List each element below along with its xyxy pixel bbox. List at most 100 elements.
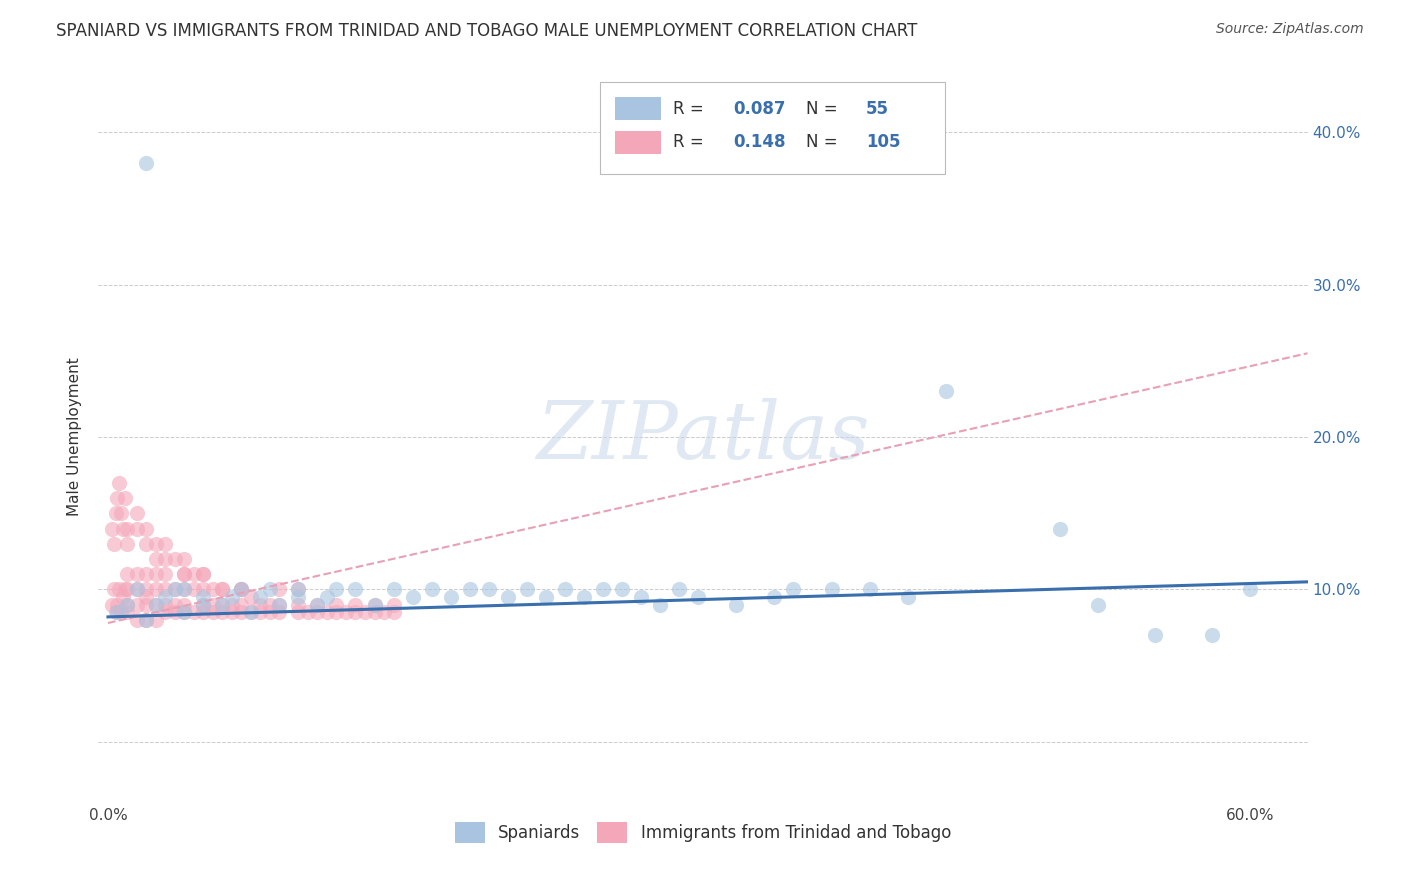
Point — [108, 582, 131, 597]
Point — [114, 491, 136, 505]
Point — [363, 598, 385, 612]
Point — [100, 521, 122, 535]
Point — [287, 590, 309, 604]
Point — [269, 582, 291, 597]
Text: Source: ZipAtlas.com: Source: ZipAtlas.com — [1216, 22, 1364, 37]
Point — [163, 552, 186, 566]
Point — [125, 521, 148, 535]
Text: N =: N = — [806, 100, 842, 118]
Point — [782, 582, 804, 597]
Point — [173, 582, 195, 597]
Point — [114, 582, 136, 597]
Point — [125, 506, 148, 520]
Point — [269, 598, 291, 612]
Point — [440, 590, 463, 604]
Point — [201, 598, 224, 612]
Point — [125, 582, 148, 597]
Point — [191, 605, 214, 619]
Point — [153, 537, 176, 551]
Point — [108, 475, 131, 490]
Point — [259, 582, 281, 597]
Point — [344, 582, 367, 597]
Point — [125, 613, 148, 627]
Point — [163, 582, 186, 597]
Point — [191, 598, 214, 612]
Point — [135, 590, 157, 604]
Point — [191, 567, 214, 582]
Point — [297, 605, 319, 619]
Text: R =: R = — [672, 100, 709, 118]
Point — [259, 598, 281, 612]
Point — [173, 582, 195, 597]
Point — [135, 567, 157, 582]
Point — [173, 598, 195, 612]
Point — [135, 613, 157, 627]
Point — [554, 582, 576, 597]
Point — [221, 598, 243, 612]
Point — [307, 598, 329, 612]
Point — [135, 582, 157, 597]
Point — [231, 582, 253, 597]
Point — [110, 605, 132, 619]
Point — [153, 605, 176, 619]
Point — [104, 605, 127, 619]
Point — [231, 605, 253, 619]
Point — [725, 598, 748, 612]
Point — [287, 598, 309, 612]
Point — [231, 598, 253, 612]
Point — [103, 582, 125, 597]
Point — [688, 590, 710, 604]
Text: 0.087: 0.087 — [734, 100, 786, 118]
Point — [1144, 628, 1167, 642]
Point — [103, 537, 125, 551]
Point — [897, 590, 920, 604]
Point — [145, 598, 167, 612]
Point — [269, 598, 291, 612]
Point — [115, 567, 138, 582]
Point — [259, 605, 281, 619]
Point — [650, 598, 672, 612]
Point — [153, 552, 176, 566]
Point — [153, 582, 176, 597]
Point — [269, 605, 291, 619]
Point — [183, 567, 205, 582]
Point — [183, 582, 205, 597]
Point — [516, 582, 538, 597]
Point — [287, 605, 309, 619]
Point — [173, 567, 195, 582]
Point — [478, 582, 501, 597]
Point — [153, 567, 176, 582]
Point — [572, 590, 595, 604]
Text: ZIPatlas: ZIPatlas — [536, 399, 870, 475]
Point — [859, 582, 882, 597]
Point — [191, 598, 214, 612]
Text: 0.148: 0.148 — [734, 133, 786, 152]
Point — [316, 605, 339, 619]
Point — [104, 506, 127, 520]
Point — [496, 590, 519, 604]
Point — [373, 605, 395, 619]
Point — [763, 590, 786, 604]
Point — [211, 598, 233, 612]
Point — [115, 605, 138, 619]
Point — [173, 552, 195, 566]
Point — [115, 598, 138, 612]
Point — [354, 605, 377, 619]
Point — [668, 582, 690, 597]
Point — [163, 598, 186, 612]
Point — [115, 582, 138, 597]
Point — [211, 582, 233, 597]
Point — [610, 582, 633, 597]
Point — [107, 598, 129, 612]
Point — [115, 537, 138, 551]
Point — [935, 384, 957, 399]
Point — [145, 598, 167, 612]
Point — [630, 590, 652, 604]
Point — [145, 537, 167, 551]
Point — [135, 537, 157, 551]
Point — [201, 605, 224, 619]
Point — [145, 582, 167, 597]
Point — [183, 605, 205, 619]
Text: SPANIARD VS IMMIGRANTS FROM TRINIDAD AND TOBAGO MALE UNEMPLOYMENT CORRELATION CH: SPANIARD VS IMMIGRANTS FROM TRINIDAD AND… — [56, 22, 918, 40]
FancyBboxPatch shape — [600, 82, 945, 174]
